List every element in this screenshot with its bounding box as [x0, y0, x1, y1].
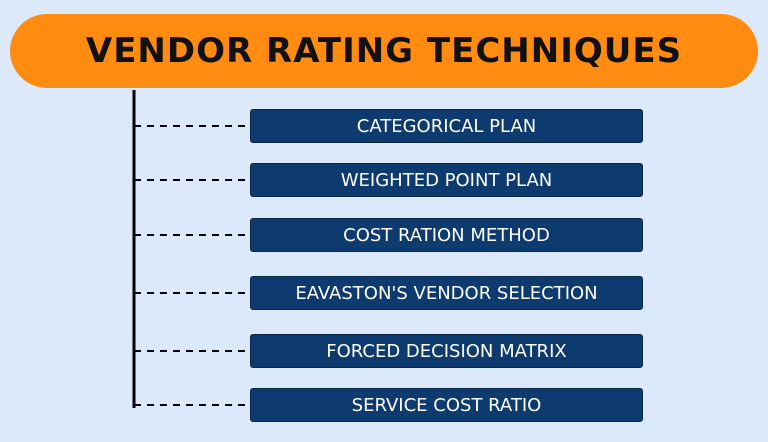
technique-box: CATEGORICAL PLAN: [250, 109, 643, 143]
technique-box: EAVASTON'S VENDOR SELECTION: [250, 276, 643, 310]
technique-box: COST RATION METHOD: [250, 218, 643, 252]
technique-box: SERVICE COST RATIO: [250, 388, 643, 422]
dash-lines: [134, 125, 250, 406]
technique-box: FORCED DECISION MATRIX: [250, 334, 643, 368]
technique-box: WEIGHTED POINT PLAN: [250, 163, 643, 197]
title: VENDOR RATING TECHNIQUES: [10, 14, 758, 88]
